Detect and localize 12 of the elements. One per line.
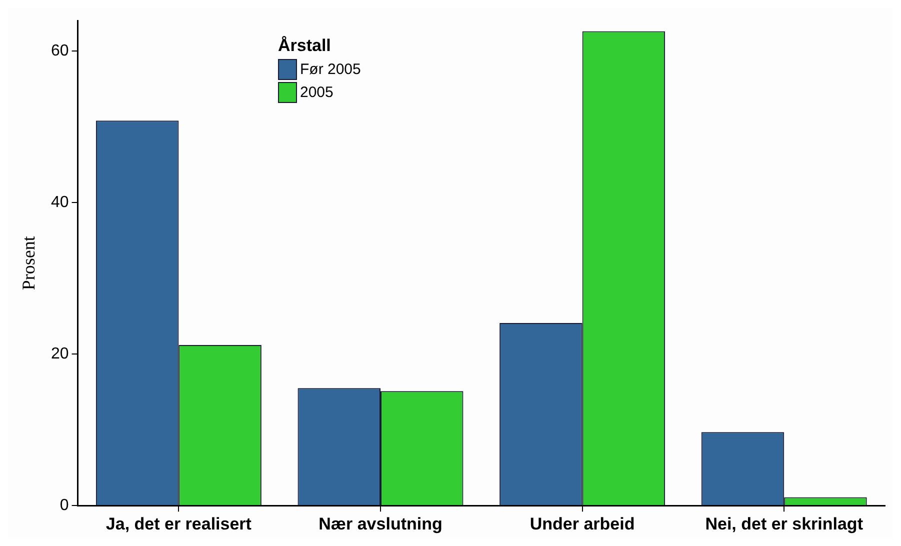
y-tick-label: 40	[51, 194, 69, 211]
legend-label: 2005	[300, 84, 334, 101]
x-tick-label: Nei, det er skrinlagt	[705, 514, 864, 534]
y-tick-label: 0	[60, 497, 69, 514]
legend-label: Før 2005	[300, 61, 361, 78]
x-tick-label: Nær avslutning	[318, 514, 442, 534]
y-tick-label: 60	[51, 42, 69, 60]
y-tick-label: 20	[51, 345, 69, 362]
x-tick-label: Under arbeid	[530, 514, 635, 534]
y-axis-title: Prosent	[18, 236, 39, 290]
legend-title: Årstall	[278, 36, 332, 56]
x-tick-label: Ja, det er realisert	[106, 514, 252, 534]
